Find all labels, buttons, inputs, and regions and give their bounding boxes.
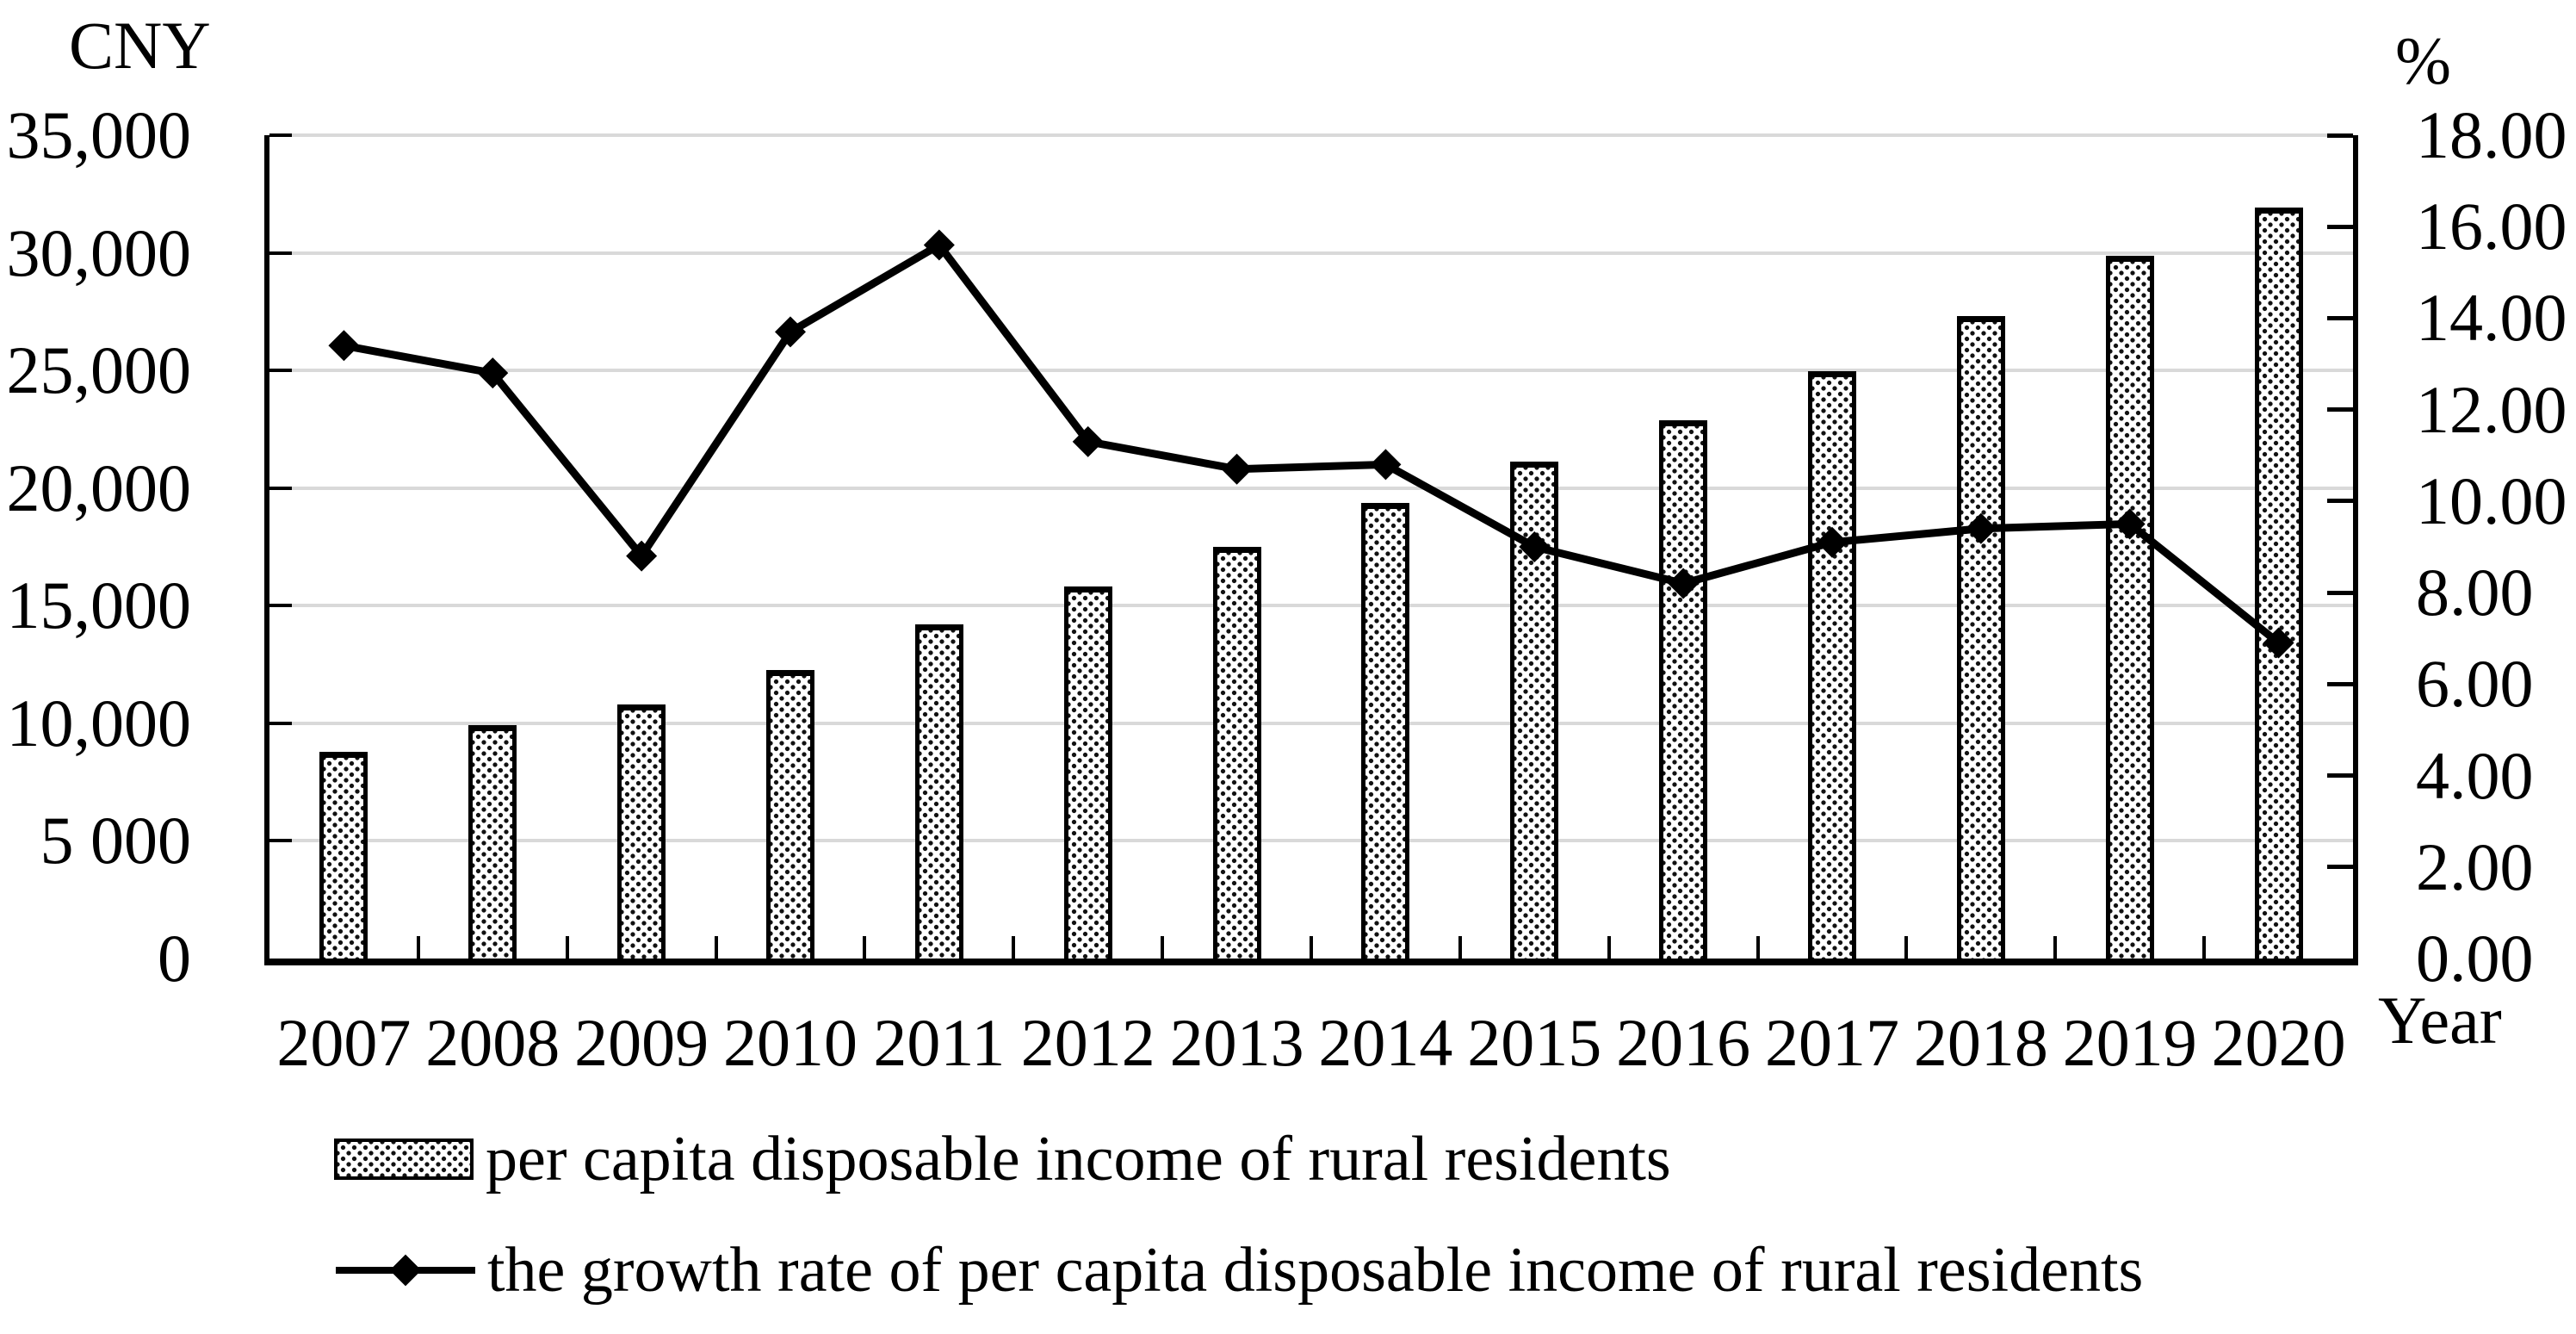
gridline xyxy=(269,486,2353,490)
gridline xyxy=(269,839,2353,843)
x-axis-label-2017: 2017 xyxy=(1765,1005,1899,1080)
right-axis-tick xyxy=(2327,773,2353,779)
x-axis-label-2020: 2020 xyxy=(2211,1005,2346,1080)
x-axis-label-2008: 2008 xyxy=(425,1005,560,1080)
x-axis-tick xyxy=(416,936,420,959)
gridline xyxy=(269,133,2353,137)
left-axis-tick xyxy=(269,251,292,255)
x-axis-label-2012: 2012 xyxy=(1020,1005,1155,1080)
x-axis-tick xyxy=(1904,936,1909,959)
left-axis-tick xyxy=(269,839,292,843)
legend-item-growth-rate: the growth rate of per capita disposable… xyxy=(336,1238,2143,1302)
right-axis-label: 6.00 xyxy=(2416,646,2534,722)
x-axis-label-2015: 2015 xyxy=(1467,1005,1602,1080)
bar-2011 xyxy=(914,624,963,959)
right-axis-label: 14.00 xyxy=(2416,280,2567,356)
right-axis-tick xyxy=(2327,224,2353,229)
right-axis-tick xyxy=(2327,590,2353,595)
x-axis-label-2016: 2016 xyxy=(1616,1005,1751,1080)
left-axis-tick xyxy=(269,721,292,725)
x-axis-tick xyxy=(1756,936,1760,959)
growth-rate-diamond-markers xyxy=(328,229,2294,659)
left-axis-tick xyxy=(269,133,292,137)
x-axis-tick xyxy=(863,936,867,959)
left-axis-label: 0 xyxy=(158,921,191,996)
right-axis-label: 16.00 xyxy=(2416,189,2567,264)
right-axis-tick xyxy=(2327,865,2353,870)
bar-2012 xyxy=(1063,586,1112,959)
legend-line-diamond-icon xyxy=(336,1254,475,1287)
x-axis-tick xyxy=(2053,936,2058,959)
right-axis-label: 0.00 xyxy=(2416,921,2534,996)
x-axis-tick xyxy=(565,936,569,959)
gridline xyxy=(269,369,2353,373)
x-axis-title: Year xyxy=(2378,983,2502,1058)
x-axis-label-2010: 2010 xyxy=(723,1005,858,1080)
gridline xyxy=(269,251,2353,255)
x-axis-tick xyxy=(1458,936,1462,959)
x-axis-label-2018: 2018 xyxy=(1913,1005,2048,1080)
bar-2018 xyxy=(1956,316,2005,959)
x-axis-label-2019: 2019 xyxy=(2062,1005,2197,1080)
right-axis-label: 8.00 xyxy=(2416,555,2534,630)
left-axis-tick xyxy=(269,486,292,490)
left-axis-tick xyxy=(269,369,292,373)
x-axis-label-2013: 2013 xyxy=(1169,1005,1304,1080)
bar-2019 xyxy=(2105,255,2154,959)
plot-area xyxy=(264,133,2358,965)
bar-2013 xyxy=(1212,547,1261,959)
bar-2020 xyxy=(2254,207,2303,959)
growth-rate-line xyxy=(328,229,2294,659)
x-axis-label-2014: 2014 xyxy=(1318,1005,1453,1080)
left-axis-label: 25,000 xyxy=(6,332,192,408)
legend-label-growth-rate: the growth rate of per capita disposable… xyxy=(487,1235,2144,1306)
x-axis-tick xyxy=(714,936,718,959)
y-axis-line-right xyxy=(2353,135,2358,965)
left-axis-label: 15,000 xyxy=(6,568,192,643)
left-axis-label: 30,000 xyxy=(6,214,192,290)
right-axis-tick xyxy=(2327,315,2353,320)
x-axis-tick xyxy=(1607,936,1611,959)
x-axis-line xyxy=(264,959,2358,965)
legend-bar-swatch-icon xyxy=(334,1139,474,1180)
bar-2014 xyxy=(1361,502,1410,959)
x-axis-tick xyxy=(1012,936,1016,959)
right-axis-tick xyxy=(2327,133,2353,138)
right-axis-label: 18.00 xyxy=(2416,97,2567,172)
right-axis-tick xyxy=(2327,681,2353,686)
x-axis-label-2009: 2009 xyxy=(574,1005,709,1080)
x-axis-tick xyxy=(1310,936,1313,959)
left-axis-label: 35,000 xyxy=(6,97,192,172)
right-axis-label: 10.00 xyxy=(2416,462,2567,538)
gridline xyxy=(269,721,2353,725)
left-axis-label: 20,000 xyxy=(6,450,192,525)
bar-2017 xyxy=(1808,371,1856,959)
x-axis-tick xyxy=(1161,936,1165,959)
bar-2009 xyxy=(617,704,666,959)
right-axis-title: % xyxy=(2395,23,2451,98)
bar-2010 xyxy=(766,669,814,959)
left-axis-label: 5 000 xyxy=(40,803,192,878)
bar-2007 xyxy=(319,751,368,959)
right-axis-label: 4.00 xyxy=(2416,737,2534,813)
x-axis-label-2007: 2007 xyxy=(276,1005,412,1080)
bar-2008 xyxy=(468,724,517,959)
x-axis-tick xyxy=(2202,936,2207,959)
right-axis-label: 2.00 xyxy=(2416,828,2534,904)
right-axis-tick xyxy=(2327,407,2353,413)
legend-label-income: per capita disposable income of rural re… xyxy=(486,1124,1671,1194)
gridline xyxy=(269,604,2353,608)
x-axis-label-2011: 2011 xyxy=(873,1005,1006,1080)
growth-rate-polyline xyxy=(343,239,2282,647)
x-axis-tick-labels: 2007 2008 2009 2010 2011 2012 2013 2014 2015 2016… xyxy=(269,1008,2353,1077)
y-axis-line-left xyxy=(264,135,269,965)
left-axis-title: CNY xyxy=(69,8,211,83)
left-axis-tick xyxy=(269,604,292,608)
bar-2016 xyxy=(1659,420,1708,959)
right-axis-tick xyxy=(2327,499,2353,504)
right-axis-label: 12.00 xyxy=(2416,371,2567,447)
left-axis-label: 10,000 xyxy=(6,685,192,760)
legend-item-income: per capita disposable income of rural re… xyxy=(334,1127,1671,1191)
